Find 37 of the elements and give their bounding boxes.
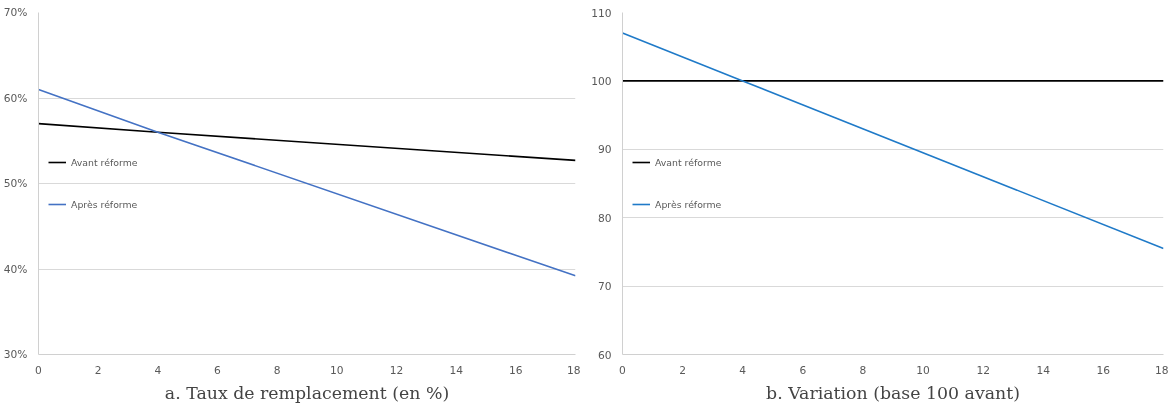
x-tick-label: 12: [976, 363, 990, 377]
x-tick-label: 4: [739, 363, 747, 377]
x-tick-label: 4: [154, 363, 162, 377]
y-tick-label: 110: [591, 6, 612, 20]
x-axis-title: a. Taux de remplacement (en %): [164, 382, 450, 403]
x-tick-label: 16: [1096, 363, 1111, 377]
y-tick-label: 70: [597, 280, 612, 294]
x-tick-label: 10: [916, 363, 931, 377]
y-tick-label: 70%: [3, 6, 28, 19]
x-tick-label: 18: [1154, 363, 1169, 377]
y-tick-label: 90: [597, 143, 612, 157]
x-tick-label: 2: [679, 363, 686, 377]
y-tick-label: 80: [597, 211, 612, 225]
x-tick-label: 14: [449, 363, 464, 377]
x-axis-title: b. Variation (base 100 avant): [766, 382, 1020, 403]
x-tick-label: 14: [1036, 363, 1051, 377]
x-tick-label: 0: [619, 363, 627, 377]
y-tick-label: 60%: [3, 91, 28, 105]
x-tick-label: 16: [509, 363, 523, 377]
x-tick-label: 8: [273, 363, 281, 377]
legend-label: Après réforme: [71, 198, 138, 210]
x-tick-label: 18: [566, 363, 581, 377]
legend-label: Après réforme: [655, 198, 722, 210]
x-tick-label: 0: [35, 363, 43, 377]
x-tick-label: 6: [799, 363, 807, 377]
y-tick-label: 50%: [3, 177, 28, 190]
y-tick-label: 60: [597, 348, 612, 362]
legend-label: Avant réforme: [71, 156, 138, 168]
legend-label: Avant réforme: [655, 156, 722, 168]
x-tick-label: 12: [389, 363, 404, 377]
x-tick-label: 8: [859, 363, 867, 377]
x-tick-label: 10: [330, 363, 344, 377]
x-tick-label: 6: [214, 363, 222, 377]
y-tick-label: 30%: [3, 348, 28, 361]
y-tick-label: 100: [591, 74, 612, 88]
x-tick-label: 2: [94, 363, 102, 377]
y-tick-label: 40%: [3, 262, 28, 276]
